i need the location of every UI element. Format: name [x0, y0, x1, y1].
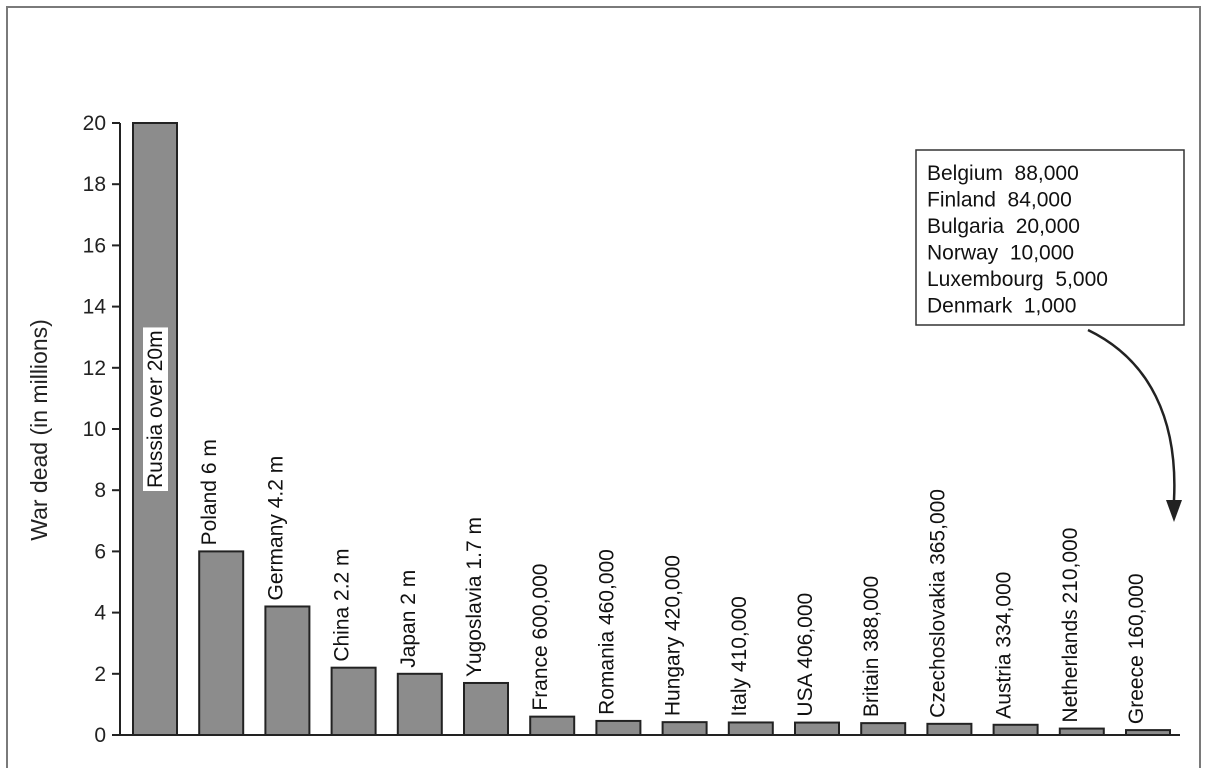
bar-britain: [860, 722, 907, 736]
y-tick-label: 0: [94, 724, 106, 747]
annotation-line: Denmark 1,000: [927, 295, 1076, 318]
bar-label-greece: Greece 160,000: [1125, 573, 1148, 724]
annotation-line: Norway 10,000: [927, 242, 1074, 265]
bar-label-austria: Austria 334,000: [993, 572, 1016, 719]
bar-czechoslovakia: [926, 722, 973, 736]
y-tick-label: 12: [83, 357, 106, 380]
y-tick-label: 16: [83, 234, 106, 257]
bar-label-czechoslovakia: Czechoslovakia 365,000: [926, 489, 949, 718]
y-tick-label: 8: [94, 479, 106, 502]
bar-label-netherlands: Netherlands 210,000: [1059, 528, 1082, 723]
annotation-arrow: [1087, 328, 1176, 501]
annotation-line: Finland 84,000: [927, 189, 1072, 212]
bar-label-poland: Poland 6 m: [198, 439, 221, 545]
y-tick-label: 2: [94, 663, 106, 686]
bar-hungary: [661, 721, 708, 737]
bar-romania: [595, 719, 642, 737]
y-axis: 0 2 4 6 8 10 12 14 16 18 20: [83, 112, 121, 747]
bar-label-france: France 600,000: [529, 564, 552, 711]
bar-label-italy: Italy 410,000: [728, 596, 751, 716]
bar-label-russia: Russia over 20m: [144, 330, 167, 488]
bar-label-china: China 2.2 m: [331, 548, 354, 661]
y-axis-title: War dead (in millions): [26, 319, 52, 541]
small-countries-annotation: Belgium 88,000 Finland 84,000 Bulgaria 20,…: [915, 149, 1185, 522]
annotation-lines: Belgium 88,000 Finland 84,000 Bulgaria 20,…: [927, 162, 1108, 318]
bar-japan: [396, 672, 443, 736]
y-tick-label: 4: [94, 602, 106, 625]
bar-germany: [264, 605, 311, 736]
annotation-line: Luxembourg 5,000: [927, 268, 1108, 291]
bar-italy: [727, 721, 774, 736]
y-tick-label: 6: [94, 540, 106, 563]
y-tick-label: 20: [83, 112, 106, 135]
bar-poland: [198, 550, 245, 737]
bar-china: [330, 666, 377, 736]
bar-usa: [794, 721, 840, 737]
bar-label-hungary: Hungary 420,000: [662, 555, 685, 716]
bar-label-background: [143, 327, 168, 491]
arrow-head-icon: [1166, 500, 1182, 522]
y-tick-label: 10: [83, 418, 106, 441]
bar-label-usa: USA 406,000: [794, 593, 817, 717]
bars-group: Russia over 20m Poland 6 m Germany 4.2 m Ch…: [132, 122, 1171, 737]
y-tick-label: 18: [83, 173, 106, 196]
bar-label-japan: Japan 2 m: [397, 570, 420, 668]
bar-label-germany: Germany 4.2 m: [264, 456, 287, 601]
bar-france: [529, 715, 576, 737]
y-tick-label: 14: [83, 296, 107, 319]
bar-yugoslavia: [463, 681, 509, 736]
bar-austria: [992, 723, 1039, 737]
annotation-line: Belgium 88,000: [927, 162, 1079, 185]
annotation-line: Bulgaria 20,000: [927, 215, 1080, 238]
annotation-box: [915, 149, 1185, 326]
bar-label-yugoslavia: Yugoslavia 1.7 m: [463, 517, 486, 677]
bar-label-britain: Britain 388,000: [860, 576, 883, 717]
bar-label-romania: Romania 460,000: [595, 549, 618, 715]
